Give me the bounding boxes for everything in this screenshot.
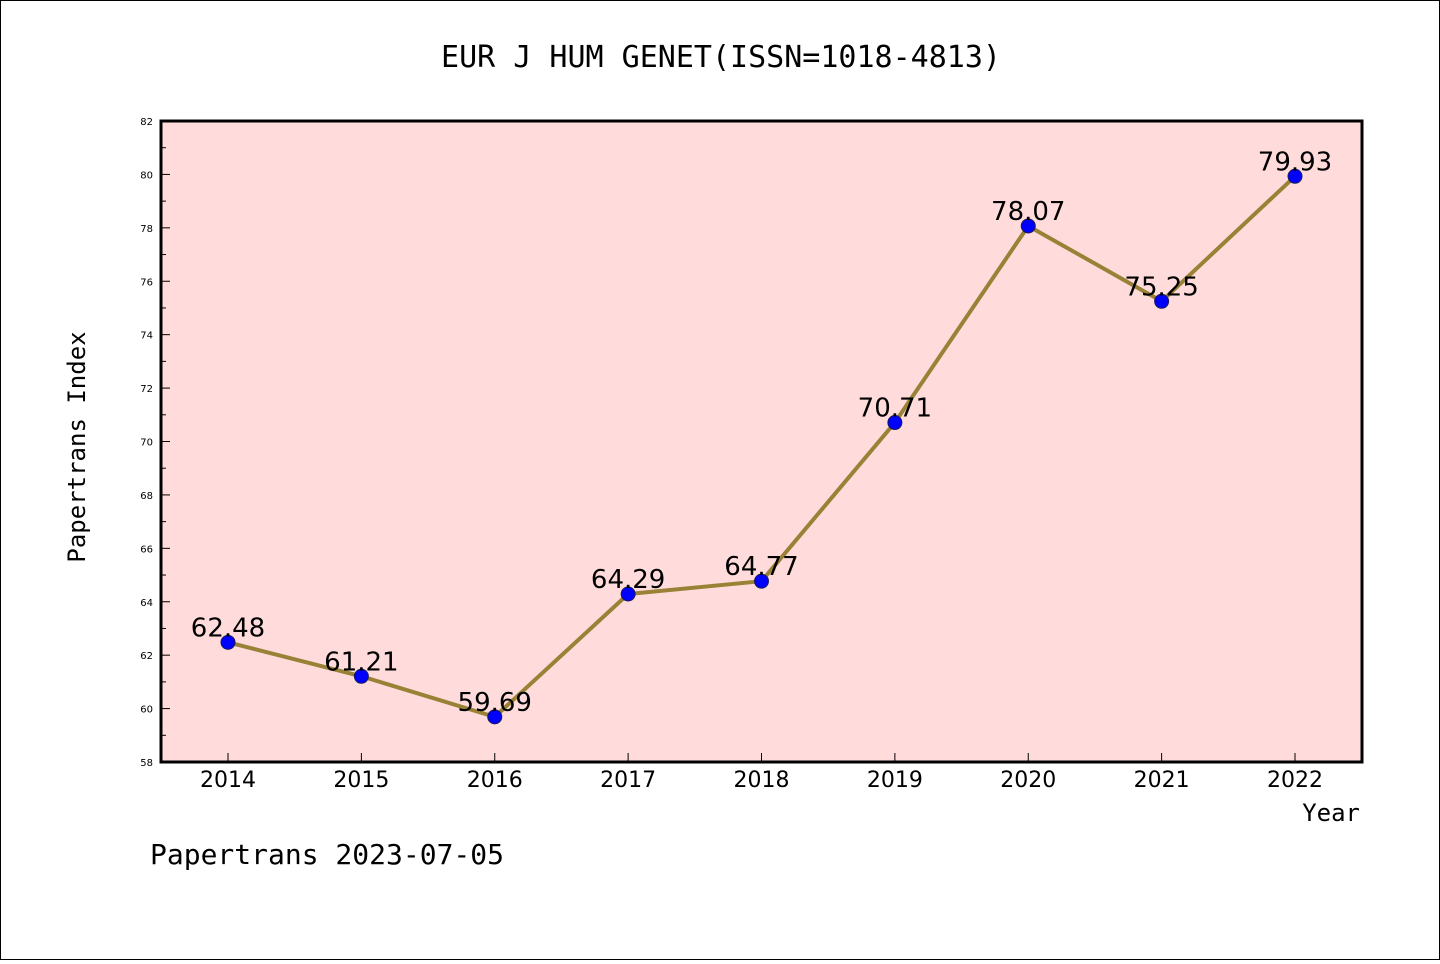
data-label: 79.93 bbox=[1258, 147, 1332, 177]
y-tick-label: 80 bbox=[140, 170, 153, 181]
x-tick-label: 2022 bbox=[1267, 768, 1323, 793]
y-tick-label: 78 bbox=[140, 224, 153, 235]
data-point bbox=[487, 709, 503, 725]
data-label: 59.69 bbox=[458, 688, 532, 718]
x-tick-label: 2014 bbox=[200, 768, 256, 793]
chart-title: EUR J HUM GENET(ISSN=1018-4813) bbox=[441, 40, 1001, 75]
data-label: 61.21 bbox=[324, 647, 398, 677]
data-label: 62.48 bbox=[191, 613, 265, 643]
y-axis-title: Papertrans Index bbox=[63, 331, 91, 562]
y-tick-label: 74 bbox=[140, 331, 153, 342]
data-label: 64.29 bbox=[591, 565, 665, 595]
x-tick-label: 2015 bbox=[333, 768, 389, 793]
y-tick-label: 68 bbox=[140, 491, 153, 502]
x-tick-label: 2017 bbox=[600, 768, 656, 793]
y-tick-label: 58 bbox=[140, 758, 153, 769]
data-label: 70.71 bbox=[858, 394, 932, 424]
data-point bbox=[1020, 218, 1036, 234]
x-tick-label: 2020 bbox=[1000, 768, 1056, 793]
y-tick-label: 60 bbox=[140, 705, 153, 716]
x-tick-label: 2019 bbox=[867, 768, 923, 793]
data-label: 75.25 bbox=[1124, 272, 1198, 302]
x-axis: 2014 2015 2016 2017 2018 2019 2020 2021 2022 bbox=[200, 753, 1323, 793]
footer-text: Papertrans 2023-07-05 bbox=[150, 838, 504, 871]
y-tick-label: 70 bbox=[140, 438, 153, 449]
x-tick-label: 2016 bbox=[467, 768, 523, 793]
x-tick-label: 2021 bbox=[1134, 768, 1190, 793]
y-tick-label: 72 bbox=[140, 384, 153, 395]
data-point bbox=[620, 586, 636, 602]
data-point bbox=[353, 668, 369, 684]
data-point bbox=[220, 634, 236, 650]
y-tick-label: 62 bbox=[140, 651, 153, 662]
y-tick-label: 76 bbox=[140, 277, 153, 288]
data-label: 78.07 bbox=[991, 197, 1065, 227]
plot-border bbox=[159, 119, 1364, 764]
y-tick-label: 66 bbox=[140, 544, 153, 555]
y-tick-label: 82 bbox=[140, 117, 153, 128]
data-point bbox=[1154, 293, 1170, 309]
series-layer: 62.48 61.21 59.69 64.29 64.77 70.71 78.07 75.25… bbox=[191, 147, 1332, 725]
data-label: 64.77 bbox=[724, 552, 798, 582]
data-point bbox=[887, 415, 903, 431]
x-tick-label: 2018 bbox=[734, 768, 790, 793]
y-tick-label: 64 bbox=[140, 598, 153, 609]
data-point bbox=[1287, 168, 1303, 184]
plot-area bbox=[161, 121, 1362, 762]
x-axis-title: Year bbox=[1302, 799, 1360, 827]
data-point bbox=[754, 573, 769, 589]
